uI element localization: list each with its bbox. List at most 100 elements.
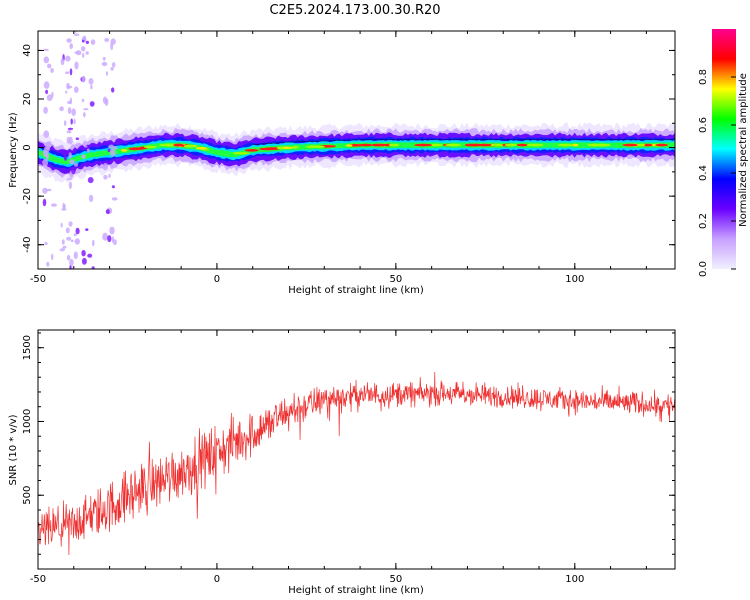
heatmap-speckle bbox=[51, 91, 54, 98]
heatmap-speckle bbox=[81, 98, 85, 103]
heatmap-speckle bbox=[68, 221, 73, 227]
heatmap-speckle bbox=[65, 90, 68, 94]
snr-ytick-label-0: 500 bbox=[22, 486, 33, 505]
heatmap-peak bbox=[477, 143, 492, 147]
heatmap-speckle bbox=[43, 56, 50, 64]
heatmap-speckle bbox=[110, 67, 114, 71]
heatmap-peak bbox=[373, 143, 388, 147]
heatmap-peak bbox=[622, 143, 638, 147]
heatmap-peak bbox=[173, 143, 184, 147]
heatmap-peak bbox=[557, 143, 574, 147]
heatmap-peak bbox=[259, 147, 277, 151]
heatmap-speckle bbox=[67, 107, 72, 114]
heatmap-speckle bbox=[88, 194, 94, 202]
heatmap-speckle bbox=[69, 68, 73, 76]
colorbar-tick-label-3: 0.6 bbox=[698, 117, 709, 133]
heatmap-speckle bbox=[107, 235, 112, 243]
heatmap-peak bbox=[120, 149, 128, 152]
heatmap-speckle bbox=[42, 187, 48, 194]
spectrogram-x-label: Height of straight line (km) bbox=[288, 285, 424, 296]
heatmap-speckle bbox=[42, 198, 47, 207]
heatmap-speckle bbox=[111, 87, 115, 93]
snr-series-line bbox=[38, 371, 675, 556]
heatmap-speckle bbox=[45, 89, 48, 94]
heatmap-speckle bbox=[51, 145, 54, 148]
heatmap-speckle bbox=[75, 50, 82, 56]
heatmap-speckle bbox=[75, 137, 80, 140]
heatmap-speckle bbox=[69, 265, 72, 269]
heatmap-peak bbox=[489, 143, 504, 147]
snr-axes: -50 0 50 100 500 1000 1500 bbox=[22, 330, 675, 585]
heatmap-speckle bbox=[74, 33, 80, 36]
spectrogram-ytick-label-3: 20 bbox=[22, 93, 33, 106]
snr-panel: -50 0 50 100 500 1000 1500 Height of straight … bbox=[8, 329, 676, 596]
heatmap-speckle bbox=[67, 127, 74, 130]
heatmap-peak bbox=[244, 149, 259, 152]
heatmap-speckle bbox=[69, 258, 74, 267]
heatmap-speckle bbox=[111, 185, 115, 189]
heatmap-speckle bbox=[87, 253, 93, 258]
heatmap-speckle bbox=[73, 163, 79, 167]
heatmap-peak bbox=[128, 147, 145, 150]
heatmap-peak bbox=[158, 143, 178, 147]
spectrogram-ytick-label-4: 40 bbox=[22, 44, 33, 57]
heatmap-speckle bbox=[59, 106, 64, 112]
heatmap-speckle bbox=[81, 154, 86, 159]
heatmap-peak bbox=[595, 143, 611, 147]
heatmap-peak bbox=[445, 143, 462, 147]
heatmap-speckle bbox=[65, 55, 71, 62]
heatmap-speckle bbox=[60, 58, 65, 66]
heatmap-speckle bbox=[74, 61, 79, 70]
snr-x-label: Height of straight line (km) bbox=[288, 585, 424, 596]
snr-ytick-label-1: 1000 bbox=[22, 409, 33, 434]
heatmap-speckle bbox=[66, 130, 72, 134]
heatmap-speckle bbox=[108, 173, 111, 178]
colorbar-label: Normalized spectral amplitude bbox=[738, 73, 749, 227]
heatmap-speckle bbox=[51, 253, 54, 261]
heatmap-peak bbox=[291, 146, 300, 149]
colorbar-tick-label-4: 0.8 bbox=[698, 69, 709, 85]
heatmap-speckle bbox=[92, 239, 95, 247]
heatmap-peak bbox=[526, 143, 544, 147]
heatmap-peak bbox=[572, 143, 579, 147]
heatmap-speckle bbox=[111, 135, 114, 139]
colorbar-tick-label-0: 0.0 bbox=[698, 261, 709, 277]
heatmap-peak bbox=[430, 143, 443, 147]
heatmap-speckle bbox=[73, 118, 76, 125]
colorbar-ticks: 0.0 0.2 0.4 0.6 0.8 bbox=[698, 69, 736, 277]
heatmap-speckle bbox=[109, 226, 115, 235]
heatmap-speckle bbox=[102, 56, 106, 61]
heatmap-speckle bbox=[110, 42, 114, 51]
heatmap-speckle bbox=[43, 106, 48, 114]
heatmap-speckle bbox=[89, 101, 95, 107]
heatmap-speckle bbox=[44, 242, 48, 245]
heatmap-speckle bbox=[81, 39, 85, 43]
heatmap-speckle bbox=[73, 86, 79, 93]
heatmap-speckle bbox=[88, 78, 94, 85]
chart-title: C2E5.2024.173.00.30.R20 bbox=[269, 3, 440, 18]
heatmap-speckle bbox=[46, 94, 53, 101]
heatmap-speckle bbox=[47, 141, 52, 145]
heatmap-speckle bbox=[73, 251, 78, 260]
heatmap-speckle bbox=[63, 120, 67, 126]
colorbar: 0.0 0.2 0.4 0.6 0.8 Normalized spectral ampl… bbox=[698, 29, 749, 277]
heatmap-speckle bbox=[105, 71, 109, 76]
heatmap-speckle bbox=[111, 197, 118, 201]
heatmap-speckle bbox=[104, 38, 110, 42]
heatmap-speckle bbox=[66, 178, 72, 181]
heatmap-speckle bbox=[81, 250, 86, 257]
heatmap-peak bbox=[388, 143, 400, 147]
heatmap-peak bbox=[414, 143, 433, 147]
heatmap-peak bbox=[183, 144, 194, 148]
heatmap-speckle bbox=[43, 48, 49, 52]
heatmap-speckle bbox=[65, 227, 70, 234]
heatmap-speckle bbox=[85, 51, 89, 55]
heatmap-speckle bbox=[68, 152, 72, 159]
heatmap-speckle bbox=[68, 136, 73, 145]
heatmap-speckle bbox=[63, 154, 68, 161]
heatmap-speckle bbox=[112, 62, 116, 68]
heatmap-peak bbox=[359, 143, 373, 147]
heatmap-speckle bbox=[82, 112, 86, 118]
heatmap-speckle bbox=[71, 108, 76, 116]
